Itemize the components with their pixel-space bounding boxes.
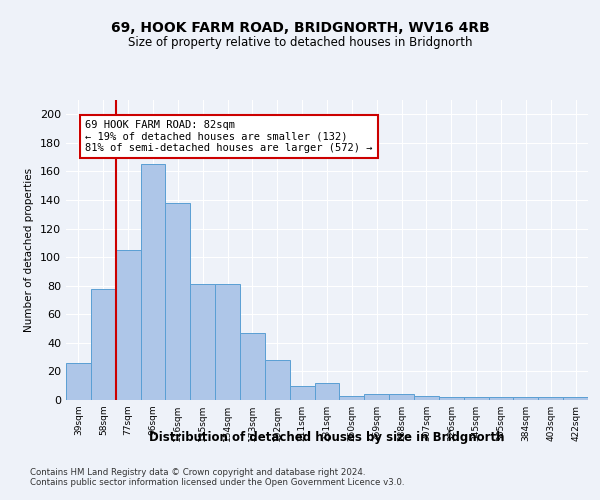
Bar bbox=[414, 396, 439, 400]
Bar bbox=[439, 397, 464, 400]
Bar bbox=[563, 397, 588, 400]
Bar bbox=[340, 396, 364, 400]
Bar bbox=[364, 394, 389, 400]
Bar bbox=[514, 397, 538, 400]
Text: 69 HOOK FARM ROAD: 82sqm
← 19% of detached houses are smaller (132)
81% of semi-: 69 HOOK FARM ROAD: 82sqm ← 19% of detach… bbox=[85, 120, 373, 153]
Bar bbox=[166, 203, 190, 400]
Bar bbox=[116, 250, 140, 400]
Bar bbox=[240, 333, 265, 400]
Bar bbox=[538, 397, 563, 400]
Text: 69, HOOK FARM ROAD, BRIDGNORTH, WV16 4RB: 69, HOOK FARM ROAD, BRIDGNORTH, WV16 4RB bbox=[110, 20, 490, 34]
Bar bbox=[190, 284, 215, 400]
Text: Size of property relative to detached houses in Bridgnorth: Size of property relative to detached ho… bbox=[128, 36, 472, 49]
Bar bbox=[314, 383, 340, 400]
Bar bbox=[66, 363, 91, 400]
Bar bbox=[215, 284, 240, 400]
Bar bbox=[389, 394, 414, 400]
Y-axis label: Number of detached properties: Number of detached properties bbox=[25, 168, 34, 332]
Bar bbox=[290, 386, 314, 400]
Text: Contains HM Land Registry data © Crown copyright and database right 2024.
Contai: Contains HM Land Registry data © Crown c… bbox=[30, 468, 404, 487]
Text: Distribution of detached houses by size in Bridgnorth: Distribution of detached houses by size … bbox=[149, 431, 505, 444]
Bar bbox=[140, 164, 166, 400]
Bar bbox=[91, 288, 116, 400]
Bar bbox=[464, 397, 488, 400]
Bar bbox=[265, 360, 290, 400]
Bar bbox=[488, 397, 514, 400]
